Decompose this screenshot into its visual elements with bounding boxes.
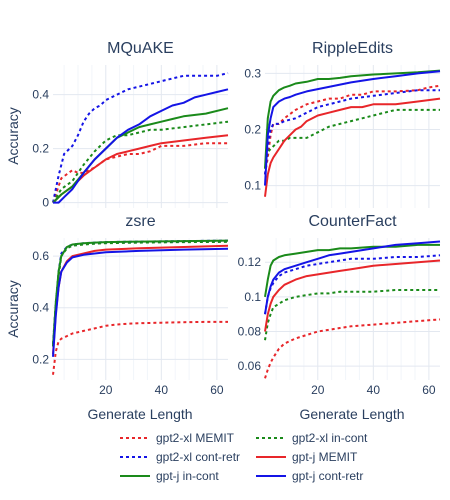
series-line-gpt-j-in-cont	[52, 239, 229, 347]
series-line-gpt-j-in-cont	[52, 107, 229, 204]
series-line-gpt-j-cont-retr	[264, 70, 441, 186]
plot-area	[265, 65, 440, 208]
x-axis-title: Generate Length	[299, 406, 404, 422]
series-line-gpt2-xl-in-cont	[264, 289, 440, 341]
legend-label: gpt-j MEMIT	[292, 450, 358, 464]
y-axis-title: Accuracy	[5, 107, 21, 165]
x-tick-label: 40	[155, 383, 169, 397]
y-tick-label: 0.2	[244, 122, 261, 136]
legend-item-gpt-j-cont-retr[interactable]: gpt-j cont-retr	[256, 469, 363, 483]
y-tick-label: 0.2	[32, 352, 49, 366]
series-line-gpt-j-cont-retr	[52, 247, 229, 357]
legend-item-gpt2-xl-in-cont[interactable]: gpt2-xl in-cont	[256, 431, 368, 445]
legend-item-gpt2-xl-memit[interactable]: gpt2-xl MEMIT	[120, 431, 235, 445]
y-tick-label: 0.4	[32, 88, 49, 102]
panel-title: zsre	[125, 213, 155, 230]
x-tick-label: 20	[99, 383, 113, 397]
panel-counterfact: 0.06 0.08 0.1 0.12 20 40 60 CounterFact	[238, 213, 441, 397]
x-tick-label: 20	[311, 383, 325, 397]
series-line-gpt-j-memit	[264, 259, 441, 332]
legend-label: gpt2-xl MEMIT	[156, 431, 235, 445]
legend-label: gpt-j cont-retr	[292, 469, 363, 483]
y-tick-label: 0	[42, 196, 49, 210]
y-tick-label: 0.4	[32, 301, 49, 315]
legend-item-gpt2-xl-cont-retr[interactable]: gpt2-xl cont-retr	[120, 450, 240, 464]
x-tick-label: 60	[210, 383, 224, 397]
panel-mquake: 0 0.2 0.4 MQuAKE	[32, 40, 229, 210]
y-tick-label: 0.2	[32, 142, 49, 156]
series-line-gpt-j-cont-retr	[264, 240, 441, 315]
y-tick-label: 0.1	[244, 179, 261, 193]
series-line-gpt-j-cont-retr	[53, 88, 229, 204]
panel-title: MQuAKE	[107, 40, 174, 57]
y-tick-label: 0.12	[238, 255, 262, 269]
y-tick-label: 0.6	[32, 249, 49, 263]
series-line-gpt2-xl-cont-retr	[264, 89, 440, 175]
panel-title: CounterFact	[308, 213, 397, 230]
legend-label: gpt2-xl cont-retr	[156, 450, 240, 464]
panel-title: RippleEdits	[312, 40, 393, 57]
y-tick-label: 0.08	[238, 325, 262, 339]
series-line-gpt-j-in-cont	[264, 69, 441, 169]
legend-label: gpt2-xl in-cont	[292, 431, 368, 445]
series-line-gpt2-xl-memit	[264, 318, 441, 379]
y-tick-label: 0.1	[244, 290, 261, 304]
y-axis-title: Accuracy	[5, 280, 21, 338]
plot-area	[265, 238, 440, 380]
plot-area	[53, 238, 228, 380]
series-line-gpt2-xl-memit	[52, 320, 228, 375]
legend-label: gpt-j in-cont	[156, 469, 219, 483]
series-line-gpt-j-memit	[264, 97, 441, 197]
x-tick-label: 40	[367, 383, 381, 397]
panel-zsre: 0.2 0.4 0.6 20 40 60 zsre	[32, 213, 229, 397]
legend-item-gpt-j-in-cont[interactable]: gpt-j in-cont	[120, 469, 219, 483]
legend-item-gpt-j-memit[interactable]: gpt-j MEMIT	[256, 450, 358, 464]
legend: gpt2-xl MEMIT gpt2-xl in-cont gpt2-xl cont…	[120, 431, 368, 483]
panel-rippleedits: 0.1 0.2 0.3 RippleEdits	[244, 40, 441, 208]
y-tick-label: 0.06	[238, 359, 262, 373]
x-axis-title: Generate Length	[87, 406, 192, 422]
series-line-gpt2-xl-memit	[52, 142, 228, 203]
series-line-gpt2-xl-in-cont	[52, 120, 229, 204]
y-tick-label: 0.3	[244, 66, 261, 80]
series-line-gpt2-xl-in-cont	[264, 108, 440, 169]
plot-area	[53, 65, 228, 208]
x-tick-label: 60	[422, 383, 436, 397]
